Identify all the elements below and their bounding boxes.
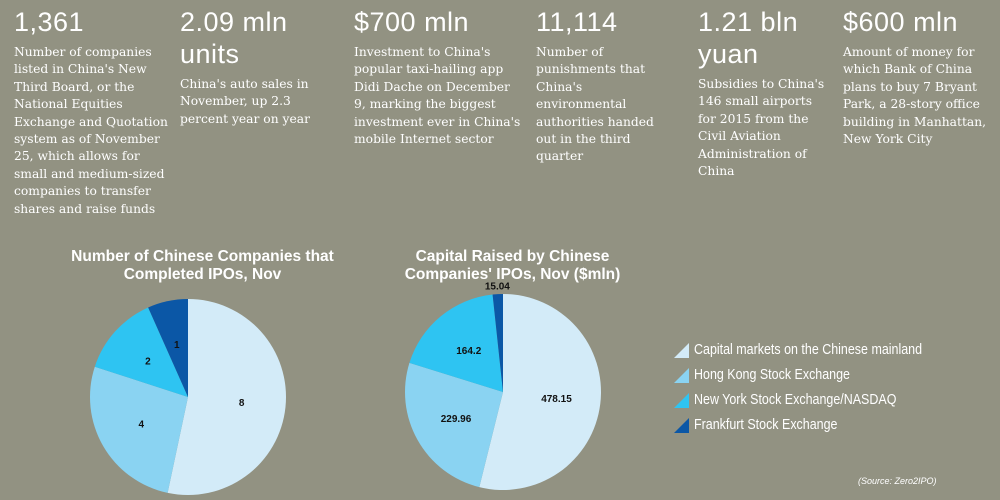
pie-slice: [404, 362, 503, 488]
pie-slice-label: 15.04: [485, 282, 510, 293]
pie-slice-label: 1: [174, 340, 180, 351]
stat-value: 1,361: [14, 7, 85, 37]
pie-slice-label: 164.2: [456, 346, 481, 357]
pie-slice-label: 2: [145, 356, 151, 367]
stat-description: China's auto sales in November, up 2.3 p…: [180, 77, 310, 126]
stat-block-environment-punishments: 11,114 Number of punishments that China'…: [536, 6, 666, 166]
pie-slice-label: 4: [139, 419, 145, 430]
pie-slice: [148, 299, 188, 397]
pie-slice-label: 229.96: [441, 414, 472, 425]
pie-slice: [492, 294, 503, 392]
stat-value: 2.09 mln units: [180, 7, 288, 69]
pie-slice: [167, 299, 287, 496]
legend-label: Hong Kong Stock Exchange: [694, 367, 850, 383]
stat-block-airport-subsidies: 1.21 bln yuan Subsidies to China's 146 s…: [698, 6, 828, 180]
stat-value: $700 mln: [354, 7, 470, 37]
chart-title-ipo-count: Number of Chinese Companies that Complet…: [71, 248, 334, 283]
source-note: (Source: Zero2IPO): [858, 476, 937, 486]
stat-block-bank-of-china: $600 mln Amount of money for which Bank …: [843, 6, 993, 148]
stat-description: Subsidies to China's 146 small airports …: [698, 77, 825, 179]
pie-slice: [479, 293, 602, 490]
pie-slice: [94, 307, 188, 397]
stat-description: Number of punishments that China's envir…: [536, 45, 654, 164]
stat-description: Amount of money for which Bank of China …: [843, 45, 987, 147]
stat-value: 11,114: [536, 7, 618, 37]
pie-slice-label: 8: [239, 398, 245, 409]
pie-slice: [90, 366, 188, 493]
legend-label: Frankfurt Stock Exchange: [694, 417, 838, 433]
stat-value: $600 mln: [843, 7, 959, 37]
pie-slice: [409, 294, 503, 392]
stat-value: 1.21 bln yuan: [698, 7, 799, 69]
stat-block-new-third-board: 1,361 Number of companies listed in Chin…: [14, 6, 174, 218]
stat-block-auto-sales: 2.09 mln units China's auto sales in Nov…: [180, 6, 340, 128]
stat-description: Investment to China's popular taxi-haili…: [354, 45, 521, 147]
stat-block-didi-investment: $700 mln Investment to China's popular t…: [354, 6, 524, 148]
legend-label: New York Stock Exchange/NASDAQ: [694, 392, 897, 408]
chart-title-capital-raised: Capital Raised by Chinese Companies' IPO…: [404, 248, 621, 283]
legend-label: Capital markets on the Chinese mainland: [694, 342, 923, 358]
pie-slice-label: 478.15: [541, 394, 572, 405]
stat-description: Number of companies listed in China's Ne…: [14, 45, 168, 216]
